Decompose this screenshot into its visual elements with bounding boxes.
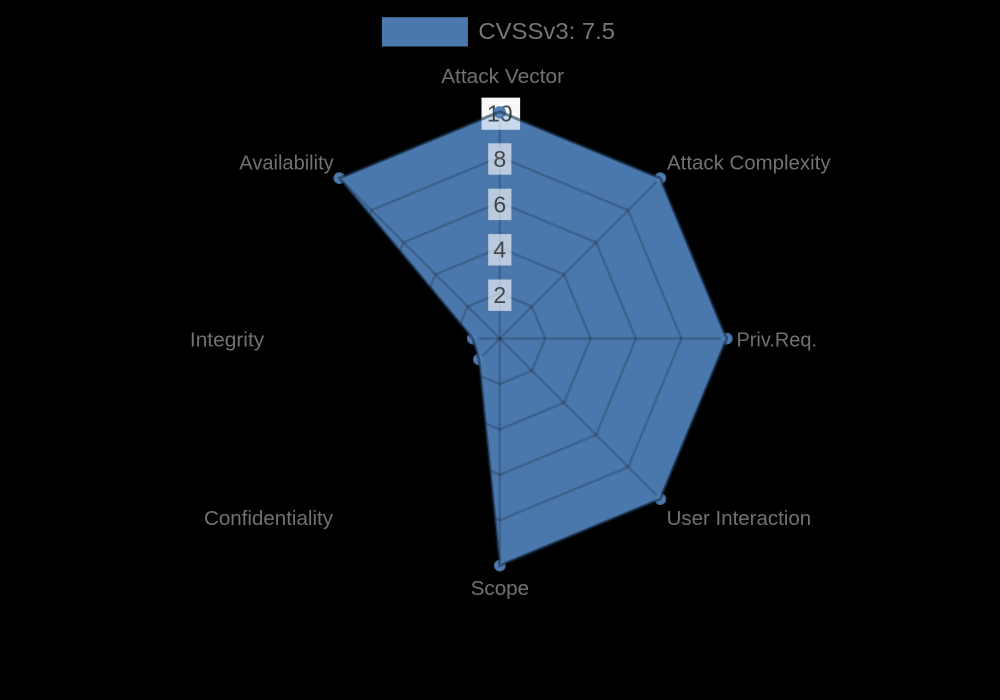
svg-text:4: 4 (493, 237, 506, 263)
svg-text:Confidentiality: Confidentiality (204, 507, 334, 530)
svg-text:CVSSv3: 7.5: CVSSv3: 7.5 (478, 18, 615, 44)
svg-text:Integrity: Integrity (190, 329, 265, 352)
svg-text:Availability: Availability (239, 151, 334, 174)
svg-text:6: 6 (493, 191, 506, 217)
svg-text:User Interaction: User Interaction (667, 507, 812, 530)
svg-text:Scope: Scope (471, 577, 530, 600)
svg-text:Attack Vector: Attack Vector (441, 65, 564, 88)
svg-text:Attack Complexity: Attack Complexity (667, 151, 831, 174)
svg-text:Priv.Req.: Priv.Req. (737, 329, 818, 352)
svg-text:8: 8 (493, 146, 506, 172)
svg-text:2: 2 (493, 282, 506, 308)
